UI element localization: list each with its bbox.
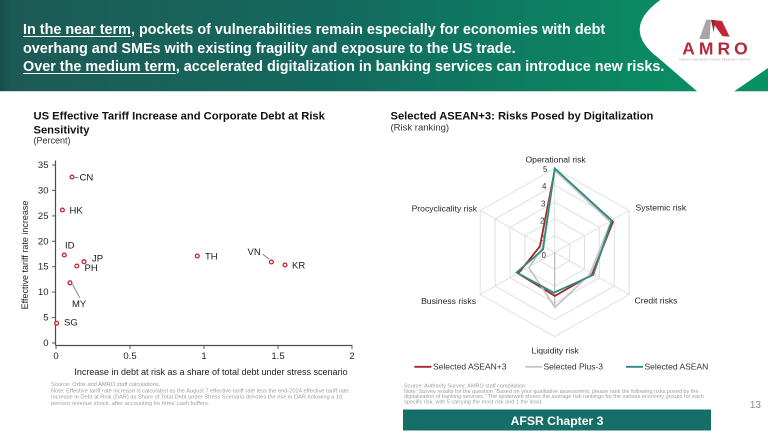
svg-text:Note: Effective tariff rate in: Note: Effective tariff rate increase is … bbox=[51, 388, 350, 394]
svg-text:ASEAN+3 MACROECONOMIC RESEARCH: ASEAN+3 MACROECONOMIC RESEARCH OFFICE bbox=[679, 58, 750, 62]
svg-text:1: 1 bbox=[201, 351, 206, 362]
svg-text:Business risks: Business risks bbox=[421, 296, 476, 306]
svg-text:25: 25 bbox=[38, 211, 49, 222]
svg-text:Selected ASEAN: Selected ASEAN bbox=[645, 362, 709, 372]
svg-text:AFSR Chapter 3: AFSR Chapter 3 bbox=[511, 414, 604, 428]
svg-text:ID: ID bbox=[65, 241, 75, 252]
svg-text:5: 5 bbox=[43, 313, 48, 324]
svg-text:PH: PH bbox=[85, 263, 98, 274]
svg-text:15: 15 bbox=[38, 262, 49, 273]
svg-text:US Effective Tariff Increase a: US Effective Tariff Increase and Corpora… bbox=[34, 110, 326, 122]
svg-text:Selected Plus-3: Selected Plus-3 bbox=[544, 362, 604, 372]
svg-text:1.5: 1.5 bbox=[271, 351, 284, 362]
svg-text:SG: SG bbox=[64, 318, 78, 329]
svg-text:percent revenue shock, after a: percent revenue shock, after accounting … bbox=[51, 401, 210, 407]
svg-text:20: 20 bbox=[38, 236, 49, 247]
svg-text:Procyclicality risk: Procyclicality risk bbox=[412, 203, 478, 213]
svg-text:13: 13 bbox=[750, 400, 762, 411]
svg-text:Sensitivity: Sensitivity bbox=[34, 125, 91, 137]
svg-text:HK: HK bbox=[70, 206, 84, 217]
svg-text:Operational risk: Operational risk bbox=[526, 155, 587, 165]
svg-text:0.5: 0.5 bbox=[123, 351, 136, 362]
svg-text:VN: VN bbox=[248, 247, 261, 258]
svg-text:30: 30 bbox=[38, 185, 49, 196]
svg-text:KR: KR bbox=[292, 261, 305, 272]
svg-text:0: 0 bbox=[542, 251, 547, 260]
svg-text:Selected ASEAN+3: Selected ASEAN+3 bbox=[433, 362, 507, 372]
svg-text:Increase in Debt at Risk (DAR): Increase in Debt at Risk (DAR) as Share … bbox=[51, 395, 342, 401]
svg-text:0: 0 bbox=[53, 351, 58, 362]
svg-text:MY: MY bbox=[72, 299, 87, 310]
svg-text:Increase in debt at risk as a: Increase in debt at risk as a share of t… bbox=[74, 367, 347, 377]
svg-text:2: 2 bbox=[349, 351, 354, 362]
svg-text:TH: TH bbox=[205, 252, 218, 263]
svg-text:Selected ASEAN+3: Risks Posed: Selected ASEAN+3: Risks Posed by Digital… bbox=[391, 111, 654, 123]
svg-text:Credit risks: Credit risks bbox=[635, 296, 678, 306]
svg-text:3: 3 bbox=[541, 199, 546, 208]
svg-text:Liquidity risk: Liquidity risk bbox=[532, 346, 580, 356]
svg-text:35: 35 bbox=[38, 160, 49, 171]
svg-text:Source: Orbis and AMRO staff c: Source: Orbis and AMRO staff calculation… bbox=[51, 382, 161, 388]
svg-text:Source: Authority Survey; AMRO: Source: Authority Survey; AMRO staff com… bbox=[404, 384, 527, 390]
svg-text:Systemic risk: Systemic risk bbox=[636, 202, 687, 212]
svg-text:AMRO: AMRO bbox=[682, 39, 751, 59]
svg-text:Note: Survey results for the q: Note: Survey results for the question “B… bbox=[404, 389, 698, 395]
svg-text:Effective tariff rate increase: Effective tariff rate increase bbox=[20, 201, 30, 310]
svg-text:5: 5 bbox=[543, 165, 548, 174]
svg-text:CN: CN bbox=[80, 173, 94, 184]
svg-text:JP: JP bbox=[92, 254, 103, 265]
svg-text:digitalization of banking serv: digitalization of banking services.” The… bbox=[404, 394, 704, 400]
svg-text:4: 4 bbox=[542, 182, 547, 191]
svg-text:0: 0 bbox=[43, 338, 48, 349]
svg-text:(Risk ranking): (Risk ranking) bbox=[391, 123, 450, 134]
svg-text:specific risk, with 5 carrying: specific risk, with 5 carrying the most … bbox=[404, 399, 543, 405]
svg-text:10: 10 bbox=[38, 287, 49, 298]
svg-text:(Percent): (Percent) bbox=[34, 135, 71, 145]
svg-text:2: 2 bbox=[540, 217, 545, 226]
